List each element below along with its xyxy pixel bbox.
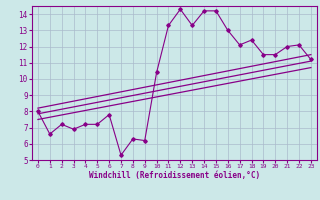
X-axis label: Windchill (Refroidissement éolien,°C): Windchill (Refroidissement éolien,°C): [89, 171, 260, 180]
